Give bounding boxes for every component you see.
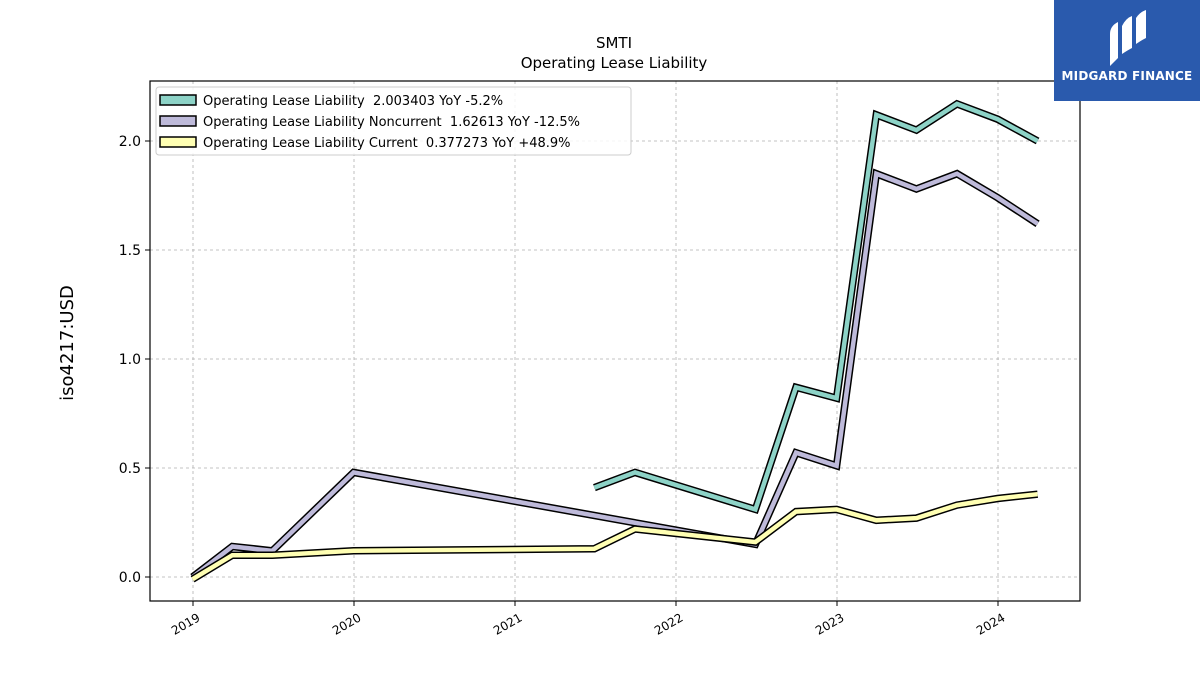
y-tick-label: 2.0 xyxy=(119,134,141,150)
y-axis-label: iso4217:USD xyxy=(57,285,78,401)
series-line-2 xyxy=(191,491,1038,582)
midgard-logo-icon xyxy=(1110,10,1146,66)
chart-title: SMTI xyxy=(596,34,632,52)
x-tick-label: 2019 xyxy=(169,610,202,637)
chart-subtitle: Operating Lease Liability xyxy=(521,54,708,72)
x-tick-label: 2020 xyxy=(330,610,363,637)
legend-swatch-0 xyxy=(159,94,197,106)
y-tick-label: 0.0 xyxy=(119,570,141,586)
brand-logo: MIDGARD FINANCE xyxy=(1054,0,1200,101)
plot-frame xyxy=(149,80,1081,602)
legend: Operating Lease Liability 2.003403 YoY -… xyxy=(155,86,632,156)
x-tick-label: 2024 xyxy=(974,610,1007,637)
y-tick-label: 1.5 xyxy=(119,243,141,259)
legend-entry-1: Operating Lease Liability Noncurrent 1.6… xyxy=(203,115,580,130)
x-tick-label: 2023 xyxy=(813,610,846,637)
legend-box xyxy=(155,86,632,156)
y-axis-ticks: 0.0 0.5 1.0 1.5 2.0 xyxy=(119,134,150,586)
x-tick-label: 2021 xyxy=(491,610,524,637)
legend-swatch-2 xyxy=(159,136,197,148)
legend-entry-0: Operating Lease Liability 2.003403 YoY -… xyxy=(203,94,503,109)
grid xyxy=(150,81,1080,601)
y-tick-label: 0.5 xyxy=(119,461,141,477)
legend-swatch-1 xyxy=(159,115,197,127)
series-line-outline-0 xyxy=(593,99,1040,515)
brand-logo-text: MIDGARD FINANCE xyxy=(1061,69,1193,83)
series-line-1 xyxy=(191,170,1039,579)
y-tick-label: 1.0 xyxy=(119,352,141,368)
legend-entry-2: Operating Lease Liability Current 0.3772… xyxy=(203,136,571,151)
series-line-0 xyxy=(593,101,1039,513)
x-tick-label: 2022 xyxy=(652,610,685,637)
series-lines xyxy=(190,99,1040,583)
x-axis-ticks: 2019 2020 2021 2022 2023 2024 xyxy=(169,601,1008,638)
